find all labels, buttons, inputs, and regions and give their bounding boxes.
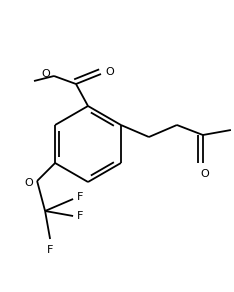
Text: F: F <box>77 192 84 202</box>
Text: O: O <box>24 178 33 188</box>
Text: O: O <box>105 67 114 77</box>
Text: O: O <box>41 69 50 79</box>
Text: F: F <box>47 245 53 255</box>
Text: O: O <box>201 169 209 179</box>
Text: F: F <box>77 211 84 221</box>
